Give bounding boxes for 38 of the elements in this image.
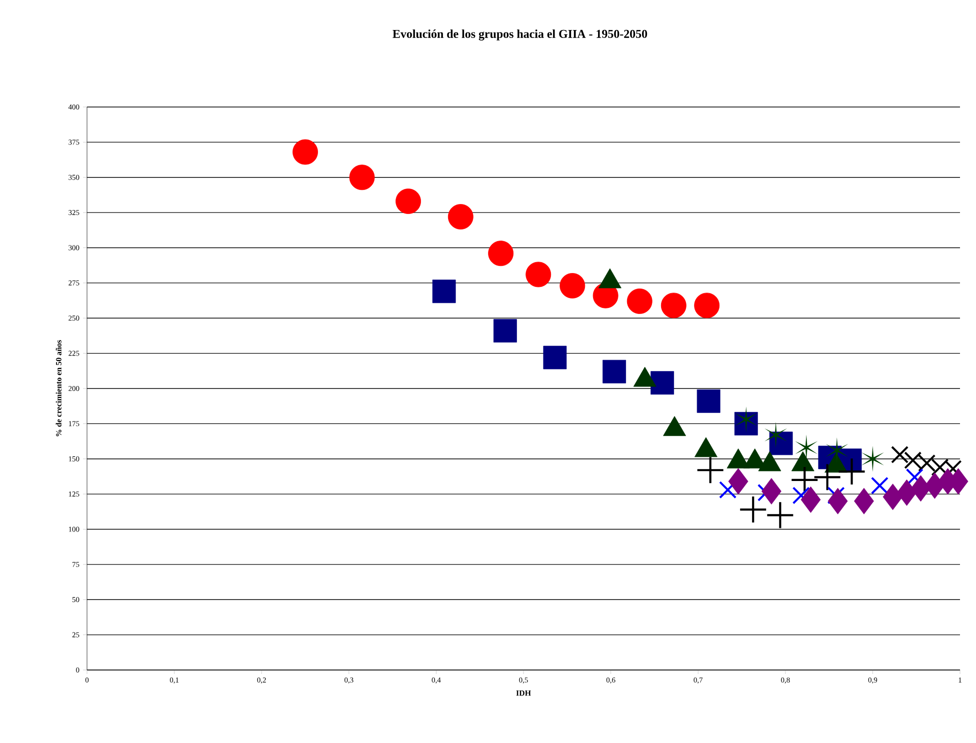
point — [910, 475, 931, 502]
point — [728, 468, 748, 495]
point — [826, 437, 848, 464]
point — [650, 371, 674, 395]
point — [526, 262, 552, 288]
point — [349, 164, 375, 190]
point — [448, 204, 474, 230]
point — [767, 502, 794, 528]
point — [800, 486, 821, 513]
point — [543, 346, 567, 370]
point — [626, 288, 652, 314]
point — [761, 478, 782, 504]
point — [660, 292, 686, 318]
point — [882, 484, 903, 510]
point — [396, 188, 421, 214]
point — [792, 466, 818, 493]
point — [292, 139, 318, 165]
point — [740, 496, 766, 523]
point — [734, 406, 758, 432]
point — [891, 446, 909, 464]
point — [896, 479, 917, 506]
point — [795, 434, 818, 461]
point — [870, 476, 888, 494]
point — [696, 389, 720, 413]
point — [861, 446, 884, 472]
point — [697, 457, 724, 484]
point — [694, 292, 720, 318]
point — [493, 319, 517, 342]
point — [560, 273, 586, 298]
point — [602, 360, 626, 384]
point — [838, 458, 865, 485]
point — [432, 280, 456, 304]
point — [854, 488, 874, 514]
point — [814, 464, 840, 490]
chart-title: Evolución de los grupos hacia el GIIA - 1950-2050 — [392, 30, 648, 40]
point — [764, 422, 788, 448]
point — [828, 488, 848, 514]
point — [488, 240, 514, 266]
